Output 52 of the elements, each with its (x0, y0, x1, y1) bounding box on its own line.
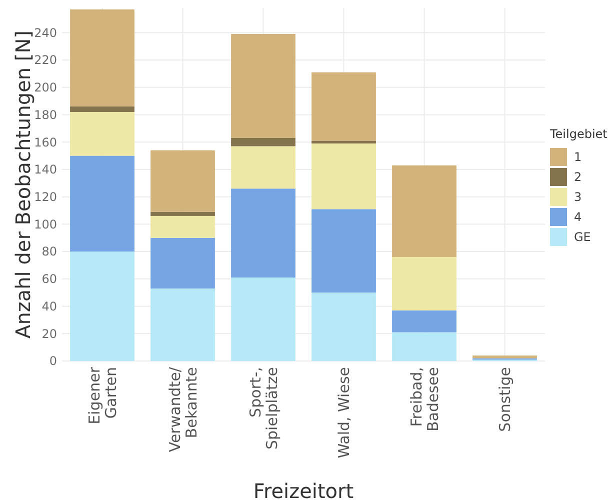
bar (231, 146, 296, 189)
bar (150, 216, 215, 238)
bar (231, 138, 296, 146)
y-tick-label: 180 (34, 108, 57, 122)
bar (231, 188, 296, 278)
bar (392, 257, 456, 310)
bar (312, 72, 376, 141)
y-tick-label: 200 (34, 80, 57, 95)
y-tick-label: 240 (34, 26, 57, 40)
legend-label: 3 (574, 190, 582, 204)
x-tick-label: Sonstige (496, 367, 514, 432)
x-tick-label: Freibad, Badesee (407, 367, 442, 432)
bar (312, 143, 376, 210)
y-tick-label: 40 (42, 299, 57, 314)
legend-label: 4 (574, 210, 582, 224)
y-tick-label: 220 (34, 53, 57, 68)
bar (231, 278, 296, 361)
bar (150, 150, 215, 212)
bar (312, 140, 376, 144)
y-tick-label: 80 (42, 244, 57, 259)
bar (70, 156, 134, 252)
bar (70, 252, 134, 361)
bar (231, 34, 296, 138)
x-tick-label: Sport-, Spielplätze (246, 367, 281, 450)
x-tick-label: Eigener Garten (85, 366, 120, 424)
bar (472, 356, 537, 358)
bar (392, 332, 456, 361)
y-axis-title: Anzahl der Beobachtungen [N] (11, 30, 35, 338)
bar (70, 112, 134, 156)
y-tick-label: 0 (49, 354, 57, 368)
legend-label: 2 (574, 170, 582, 184)
y-tick-label: 20 (42, 326, 57, 341)
bar (150, 288, 215, 361)
legend-label: GE (574, 230, 591, 244)
bar (312, 292, 376, 361)
legend-title: Teilgebiet (549, 127, 608, 141)
y-tick-label: 160 (34, 135, 57, 150)
y-tick-label: 140 (34, 162, 57, 177)
bar (312, 209, 376, 293)
y-tick-label: 60 (42, 272, 57, 286)
y-tick-label: 100 (34, 217, 57, 232)
bar (70, 106, 134, 112)
bar (70, 9, 134, 107)
bar (150, 212, 215, 216)
x-tick-label: Verwandte/ Bekannte (166, 366, 200, 452)
bar (150, 238, 215, 288)
bar (392, 310, 456, 332)
bar (392, 165, 456, 258)
x-axis-title: Freizeitort (253, 479, 354, 503)
legend-label: 1 (574, 150, 582, 164)
x-tick-label: Wald, Wiese (335, 367, 353, 458)
y-tick-label: 120 (34, 190, 57, 204)
